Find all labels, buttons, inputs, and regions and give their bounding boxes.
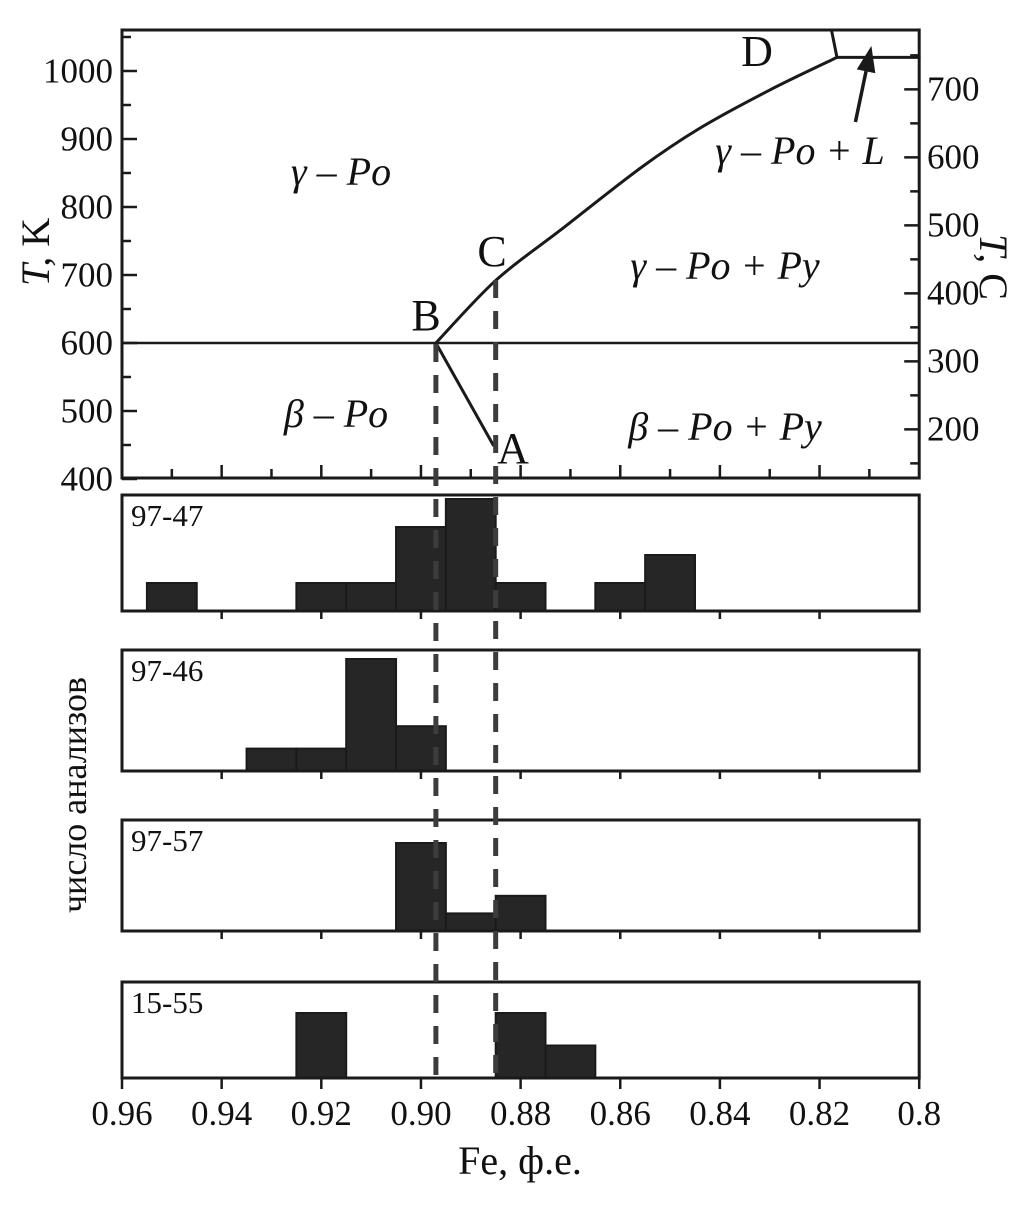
phase-boundary-gamma-po-solvus-B-C-D [434, 55, 839, 345]
sample-label-15-55: 15-55 [131, 985, 204, 1020]
histogram-bar [544, 1044, 597, 1079]
histogram-bar [444, 498, 497, 612]
left-axis-tick-label: 600 [60, 323, 114, 363]
histogram-bar [295, 1012, 348, 1079]
x-axis-tick-label: 0.86 [589, 1094, 651, 1133]
sample-label-97-47: 97-47 [131, 498, 204, 533]
sample-label-97-46: 97-46 [131, 653, 204, 688]
left-axis-title: T, K [13, 217, 58, 287]
region-label-beta-po-py: β – Po + Py [628, 404, 822, 449]
right-axis-tick-label: 400 [927, 273, 980, 313]
x-axis-tick-label: 0.90 [390, 1094, 452, 1133]
region-label-gamma-po-l: γ – Po + L [715, 128, 885, 173]
histogram-bar [345, 658, 398, 772]
right-axis-tick-label: 600 [927, 137, 980, 177]
left-axis-tick-label: 700 [60, 255, 114, 295]
region-label-beta-po: β – Po [283, 391, 389, 436]
region-label-gamma-po-py: γ – Po + Py [630, 243, 820, 288]
point-label-d: D [741, 27, 773, 76]
histogram-bar [345, 582, 398, 612]
phase-boundary-beta-po-solvus-B-A [434, 341, 495, 447]
histogram-bar [494, 894, 547, 932]
x-axis-tick-label: 0.84 [689, 1094, 751, 1133]
x-axis-tick-label: 0.8 [897, 1094, 942, 1133]
point-label-c: C [477, 227, 507, 276]
left-axis-tick-label: 900 [60, 119, 114, 159]
x-axis-tick-label: 0.82 [788, 1094, 851, 1133]
left-axis-tick-label: 1000 [43, 51, 113, 91]
left-axis-tick-label: 400 [60, 459, 114, 499]
histogram-bar [295, 747, 348, 772]
histogram-bar [444, 912, 497, 933]
histogram-bar [145, 582, 198, 612]
x-axis-tick-label: 0.88 [489, 1094, 552, 1133]
x-axis-tick-label: 0.96 [91, 1094, 153, 1133]
histogram-bar [594, 582, 647, 612]
phase-boundary-liquidus-upper-segment [830, 28, 839, 59]
annotation-arrow-shaft [853, 70, 868, 123]
region-label-gamma-po: γ – Po [290, 149, 392, 194]
point-label-b: B [411, 291, 441, 340]
histogram-bar [245, 747, 298, 772]
histogram-bar [295, 582, 348, 612]
annotation-arrow-head [856, 45, 876, 74]
histogram-panel-border [120, 648, 921, 773]
x-axis-title: Fe, ф.е. [458, 1138, 582, 1183]
x-axis-tick-label: 0.94 [191, 1094, 253, 1133]
right-axis-tick-label: 700 [927, 69, 980, 109]
left-axis-tick-label: 500 [60, 391, 114, 431]
histogram-bar [644, 554, 696, 612]
right-axis-tick-label: 500 [927, 205, 980, 245]
x-axis-tick-label: 0.92 [290, 1094, 352, 1133]
sample-label-97-57: 97-57 [131, 823, 204, 858]
histogram-bar [494, 1012, 547, 1079]
histogram-bar [494, 582, 547, 612]
histogram-y-axis-title: число анализов [54, 676, 94, 914]
left-axis-tick-label: 800 [60, 187, 114, 227]
point-label-a: A [497, 424, 529, 473]
right-axis-tick-label: 200 [927, 409, 980, 449]
right-axis-tick-label: 300 [927, 341, 980, 381]
